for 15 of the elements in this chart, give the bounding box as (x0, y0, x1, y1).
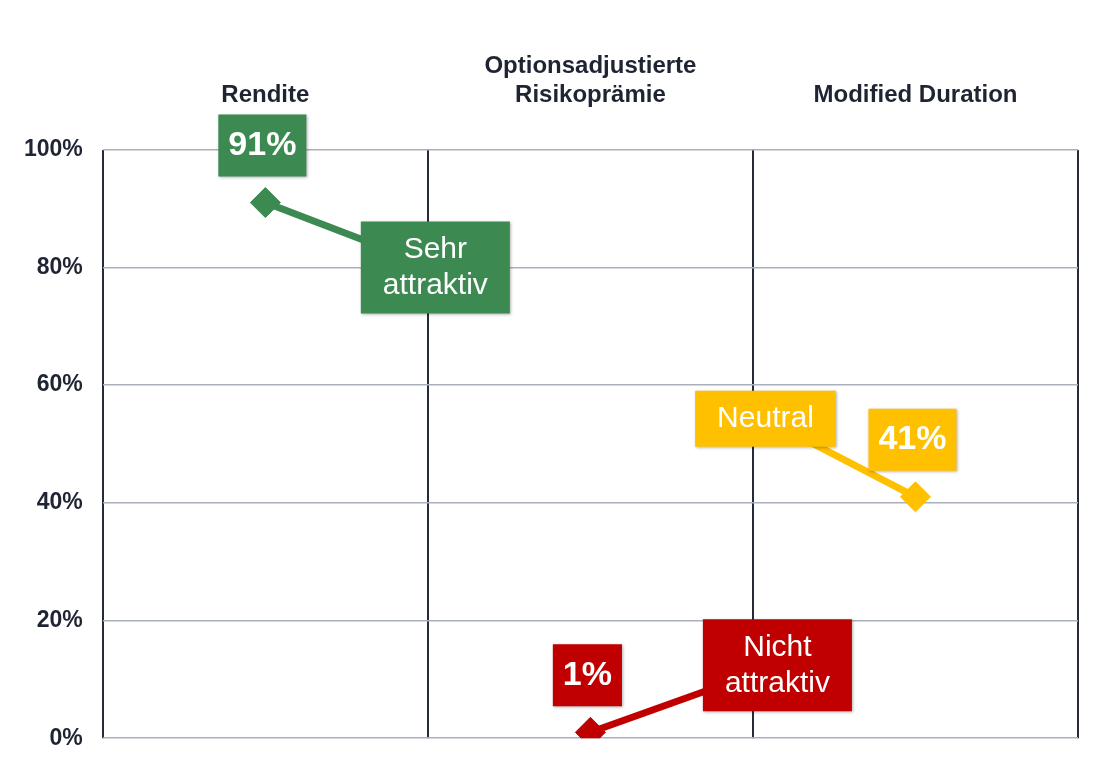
annotation: Neutral (717, 400, 814, 434)
y-tick-label: 100% (24, 134, 83, 161)
annotation: Sehr attraktiv (382, 230, 488, 300)
y-tick-label: 20% (36, 605, 83, 632)
y-tick-label: 80% (36, 252, 83, 279)
x-tick-label: Modified Duration (813, 79, 1018, 107)
data-label: 1% (562, 653, 612, 692)
data-label: 41% (878, 418, 947, 457)
y-tick-label: 40% (36, 488, 83, 515)
x-tick-label: Optionsadjustierte Risikoprämie (484, 51, 697, 107)
annotation: Nicht attraktiv (724, 628, 830, 698)
y-tick-label: 0% (49, 723, 83, 750)
x-tick-label: Rendite (221, 79, 310, 107)
y-tick-label: 60% (36, 370, 83, 397)
data-label: 91% (228, 123, 297, 162)
